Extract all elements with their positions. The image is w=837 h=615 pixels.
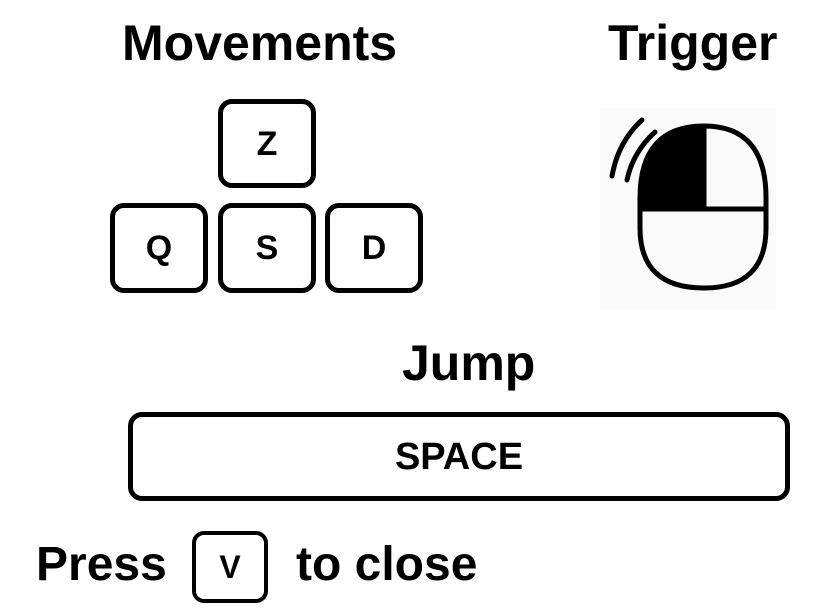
key-d: D <box>325 203 423 293</box>
key-q: Q <box>110 203 208 293</box>
mouse-left-click-icon <box>600 108 776 310</box>
movements-title: Movements <box>122 15 398 71</box>
trigger-title: Trigger <box>608 15 778 71</box>
key-s: S <box>218 203 316 293</box>
jump-title: Jump <box>402 335 536 391</box>
key-v[interactable]: V <box>192 531 268 603</box>
close-hint-suffix: to close <box>296 538 478 591</box>
key-space: SPACE <box>128 412 790 501</box>
key-z: Z <box>218 99 316 188</box>
close-hint-prefix: Press <box>36 538 167 591</box>
